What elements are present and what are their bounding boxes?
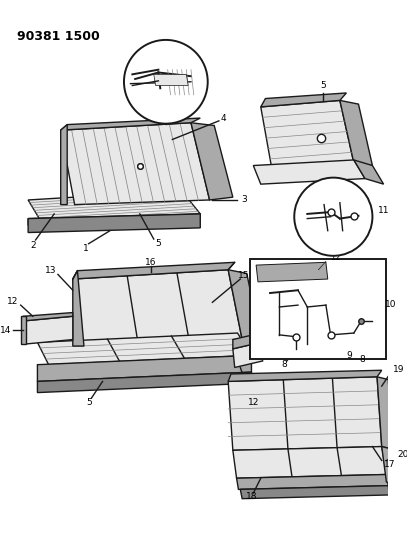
Polygon shape [256, 262, 328, 282]
Polygon shape [28, 214, 200, 225]
Circle shape [294, 177, 372, 256]
Polygon shape [261, 93, 346, 107]
Text: 18: 18 [246, 492, 257, 502]
Polygon shape [354, 160, 383, 184]
Polygon shape [236, 474, 388, 489]
Text: 6: 6 [162, 42, 168, 51]
Polygon shape [73, 262, 235, 279]
Circle shape [124, 40, 208, 124]
Text: 2: 2 [30, 241, 35, 250]
Polygon shape [154, 74, 188, 85]
Polygon shape [340, 100, 372, 166]
Polygon shape [28, 214, 200, 232]
Text: 5: 5 [155, 239, 161, 248]
Polygon shape [28, 191, 200, 223]
Text: 5: 5 [87, 398, 92, 407]
Polygon shape [253, 160, 365, 184]
Text: 7: 7 [267, 273, 273, 282]
Polygon shape [37, 372, 252, 393]
Polygon shape [24, 316, 73, 344]
Polygon shape [377, 377, 393, 449]
Polygon shape [24, 312, 73, 321]
Text: 14: 14 [0, 326, 11, 335]
Text: 10: 10 [385, 300, 396, 309]
Polygon shape [191, 123, 233, 200]
Polygon shape [228, 370, 382, 382]
Polygon shape [21, 316, 26, 344]
Polygon shape [73, 270, 242, 346]
Text: 16: 16 [145, 258, 157, 267]
Text: 5: 5 [320, 81, 326, 90]
Text: 4: 4 [221, 114, 226, 123]
Polygon shape [233, 342, 263, 367]
Polygon shape [382, 447, 395, 486]
Polygon shape [228, 377, 382, 450]
Text: 9: 9 [346, 351, 352, 360]
Text: 13: 13 [44, 266, 56, 275]
Polygon shape [37, 333, 252, 365]
Text: 12: 12 [247, 398, 259, 407]
Text: 3: 3 [241, 196, 247, 205]
Text: 90381 1500: 90381 1500 [17, 30, 100, 43]
Polygon shape [240, 486, 389, 499]
Text: 8: 8 [281, 360, 287, 369]
Polygon shape [261, 100, 354, 169]
Text: 15: 15 [238, 271, 250, 280]
Polygon shape [61, 123, 210, 205]
Text: 20: 20 [398, 449, 407, 458]
Text: 12: 12 [7, 297, 19, 306]
Text: 8: 8 [359, 354, 365, 364]
Text: 17: 17 [383, 460, 395, 469]
Text: 12: 12 [330, 253, 341, 262]
Text: 1: 1 [83, 244, 89, 253]
Polygon shape [233, 447, 386, 478]
Polygon shape [37, 356, 252, 382]
Polygon shape [61, 118, 200, 130]
Text: 11: 11 [378, 206, 389, 215]
Text: 19: 19 [393, 365, 405, 374]
Polygon shape [73, 271, 84, 346]
Bar [249, 259, 386, 359]
Polygon shape [228, 270, 261, 342]
Polygon shape [233, 333, 261, 349]
Polygon shape [61, 125, 67, 205]
